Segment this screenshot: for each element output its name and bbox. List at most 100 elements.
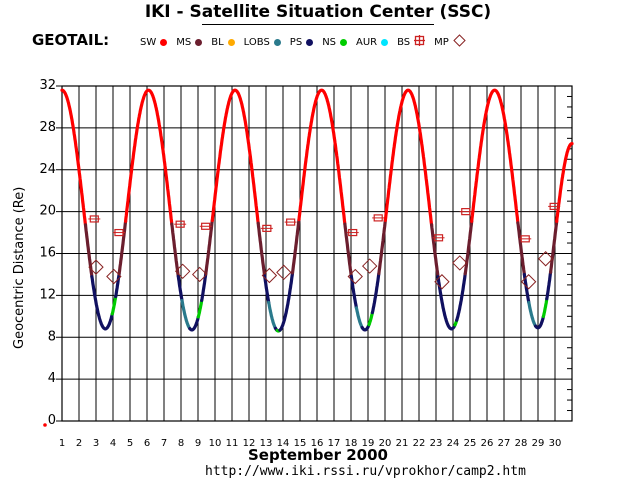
orbit-segment-ps (455, 272, 467, 322)
orbit-segment-ps (90, 275, 114, 331)
legend-label: SW (140, 36, 157, 48)
title-underline (202, 24, 434, 25)
orbit-segment-ms (117, 219, 128, 276)
x-tick-label: 13 (260, 438, 273, 449)
orbit-segment-ps (200, 271, 208, 302)
orbit-segment-ms (204, 218, 214, 275)
x-tick-label: 11 (226, 438, 239, 449)
spacecraft-name: GEOTAIL: (32, 31, 110, 49)
legend-item-aur: AUR (356, 36, 389, 48)
x-tick-label: 17 (328, 438, 341, 449)
y-tick-label: 20 (39, 204, 56, 219)
orbit-segment-sw (297, 88, 347, 226)
x-tick-label: 20 (379, 438, 392, 449)
x-tick-label: 19 (362, 438, 375, 449)
x-tick-label: 21 (396, 438, 409, 449)
cyan-dot-icon (381, 38, 389, 46)
x-tick-label: 28 (515, 438, 528, 449)
x-tick-label: 23 (430, 438, 443, 449)
y-tick-label: 8 (48, 329, 56, 344)
x-tick-label: 16 (311, 438, 324, 449)
legend-label: MP (434, 36, 449, 48)
magnetopause-marker (261, 267, 278, 284)
orbit-segment-ms (548, 219, 559, 274)
source-url: http://www.iki.rssi.ru/vprokhor/camp2.ht… (205, 464, 526, 479)
legend-item-ms: MS (176, 36, 203, 48)
orbit-segment-ps (188, 315, 200, 332)
orbit-segment-lobs (180, 299, 192, 331)
y-tick-label: 4 (48, 371, 56, 386)
plot-frame (61, 85, 573, 422)
legend-label: NS (322, 36, 337, 48)
y-tick-label: 12 (39, 287, 56, 302)
orbit-segment-sw (123, 88, 174, 226)
orbit-segment-ps (114, 272, 121, 299)
magnetopause-marker (434, 274, 450, 290)
orbit-segment-ps (263, 274, 271, 305)
legend-item-mp: MP (434, 34, 466, 50)
magnetopause-marker (191, 266, 208, 283)
orbit-segment-ns (110, 294, 118, 316)
orbit-segment-ps (349, 274, 358, 310)
y-tick-label: 16 (39, 246, 56, 261)
orbit-segment-ms (170, 222, 180, 278)
red-square-cross-icon (414, 35, 426, 49)
orbit-segment-sw (210, 88, 260, 225)
x-axis-label: September 2000 (248, 446, 388, 464)
x-tick-label: 4 (110, 438, 116, 449)
magnetopause-marker (276, 264, 292, 281)
legend-label: BS (397, 36, 411, 48)
x-tick-label: 5 (127, 438, 133, 449)
x-tick-label: 15 (294, 438, 307, 449)
y-tick-label: 28 (39, 120, 56, 135)
orbit-segment-ms (256, 221, 267, 278)
origin-dot (43, 423, 47, 427)
x-tick-label: 30 (549, 438, 562, 449)
x-tick-label: 3 (93, 438, 99, 449)
red-dot-icon (160, 38, 168, 46)
x-tick-label: 27 (498, 438, 511, 449)
orbit-segment-ms (430, 223, 440, 279)
legend-item-sw: SW (140, 36, 168, 48)
legend-label: PS (289, 36, 303, 48)
orbit-segment-ps (278, 271, 295, 332)
orbit-segment-sw (383, 88, 434, 227)
magnetopause-marker (347, 268, 363, 285)
orbit-segment-ns (196, 298, 204, 319)
y-tick-label: 32 (39, 78, 56, 93)
legend-item-ps: PS (289, 36, 314, 48)
maroon-dot-icon (195, 38, 203, 46)
x-tick-label: 25 (464, 438, 477, 449)
legend: SW MS BL LOBS PS NS AUR BS MP (140, 34, 475, 50)
orbit-segment-ps (176, 274, 184, 303)
x-tick-label: 7 (161, 438, 167, 449)
x-tick-label: 26 (481, 438, 494, 449)
legend-item-bs: BS (397, 35, 426, 49)
x-tick-label: 10 (209, 438, 222, 449)
x-tick-label: 18 (345, 438, 358, 449)
x-tick-label: 1 (59, 438, 65, 449)
orbit-segment-ns (541, 297, 549, 318)
y-tick-label: 0 (48, 413, 56, 428)
legend-label: MS (176, 36, 192, 48)
x-tick-label: 2 (76, 438, 82, 449)
orbit-segment-ps (522, 273, 531, 305)
magnetopause-marker (452, 255, 468, 271)
legend-label: AUR (356, 36, 378, 48)
magnetopause-marker (106, 268, 122, 285)
x-tick-label: 6 (144, 438, 150, 449)
legend-item-ns: NS (322, 36, 348, 48)
orbit-segment-ms (516, 221, 527, 277)
legend-item-bl: BL (211, 36, 235, 48)
magnetopause-marker (174, 263, 191, 280)
green-dot-icon (340, 38, 348, 46)
legend-label: BL (211, 36, 224, 48)
orbit-segment-lobs (354, 306, 364, 330)
x-tick-label: 9 (195, 438, 201, 449)
x-tick-label: 22 (413, 438, 426, 449)
orbit-segment-ns (367, 311, 374, 327)
orbit-segment-ps (370, 271, 381, 315)
diamond-icon (453, 34, 466, 50)
orbit-segment-lobs (527, 300, 538, 328)
